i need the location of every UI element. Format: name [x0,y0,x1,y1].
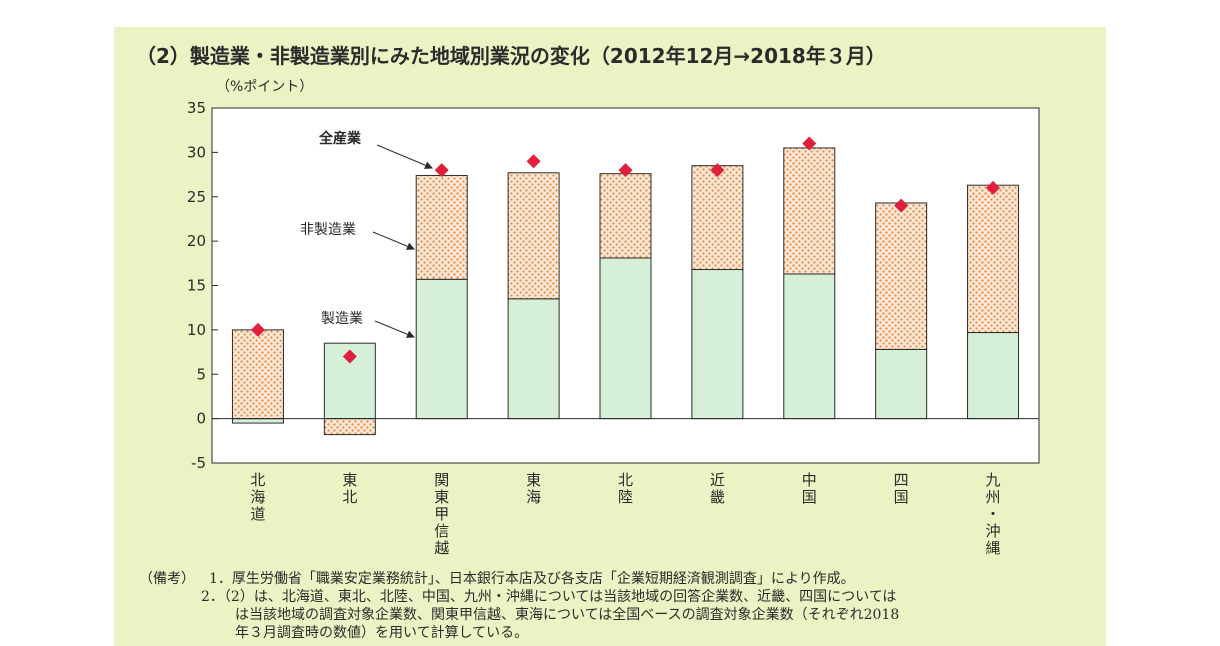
overall-marker [710,163,725,178]
x-tick-label: 関 [434,471,449,489]
annotation-manufacturing-arrow [374,320,415,339]
annotation-nonmanufacturing-arrow [372,231,415,251]
y-tick-label: 25 [187,188,206,206]
bar-manufacturing [691,269,744,420]
x-tick-label: 沖 [986,522,1001,540]
bar-nonmanufacturing [783,147,836,275]
x-tick-label: 北 [250,471,265,489]
bar-nonmanufacturing [599,173,652,259]
bar-manufacturing [599,257,652,420]
y-tick-label: 0 [196,410,206,428]
note-1-number: 1． [209,571,232,587]
x-tick-label: 縄 [986,539,1001,557]
overall-marker [986,180,1001,195]
bar-manufacturing [415,278,468,420]
overall-marker [434,163,449,178]
x-tick-label: 信 [434,522,449,540]
y-tick-label: 15 [187,277,206,295]
chart-title: （2）製造業・非製造業別にみた地域別業況の変化（2012年12月→2018年３月… [136,44,886,68]
annotation-manufacturing: 製造業 [321,311,415,339]
notes-prefix: （備考） [139,571,195,587]
bar-nonmanufacturing [967,184,1020,334]
y-tick-label: 20 [187,232,206,250]
x-tick-label: 国 [802,488,817,506]
annotation-nonmanufacturing: 非製造業 [300,222,415,251]
x-tick-label: 東 [526,471,541,489]
bar-manufacturing [875,348,928,420]
x-tick-label: 道 [250,505,265,523]
x-tick-label: 州 [986,488,1001,506]
annotation-nonmanufacturing-label: 非製造業 [300,222,356,238]
bar-nonmanufacturing [691,165,744,271]
bar-nonmanufacturing [875,202,928,350]
y-tick-label: 30 [187,143,206,161]
x-tick-label: 東 [342,471,357,489]
notes: （備考） 1．厚生労働省「職業安定業務統計」、日本銀行本店及び各支店「企業短期経済… [139,570,899,642]
note-2-text-line-3: 年３月調査時の数値）を用いて計算している。 [235,625,529,641]
overall-marker [618,163,633,178]
y-tick-label: 35 [187,99,206,117]
note-2: 2．（2）は、北海道、東北、北陸、中国、九州・沖縄については当該地域の回答企業数… [139,588,899,606]
overall-marker [894,198,909,213]
bar-nonmanufacturing [507,172,560,300]
x-tick-label: 中 [802,471,817,489]
bar-manufacturing [507,298,560,420]
overall-marker [802,136,817,151]
note-2-text-line-1: （2）は、北海道、東北、北陸、中国、九州・沖縄については当該地域の回答企業数、近… [223,589,897,605]
x-tick-label: 北 [618,471,633,489]
overall-marker [342,349,357,364]
bar-manufacturing [783,273,836,420]
x-tick-label: 甲 [434,505,449,523]
note-1: （備考） 1．厚生労働省「職業安定業務統計」、日本銀行本店及び各支店「企業短期経済… [139,570,899,588]
annotation-overall-arrow [376,144,433,169]
note-2-text-line-2: は当該地域の調査対象企業数、関東甲信越、東海については全国ベースの調査対象企業数… [235,607,900,623]
x-tick-label: 海 [526,488,541,506]
note-1-text: 厚生労働省「職業安定業務統計」、日本銀行本店及び各支店「企業短期経済観測調査」に… [231,571,855,587]
bar-manufacturing [231,418,284,424]
overall-marker [250,322,265,337]
x-tick-label: 近 [710,471,725,489]
overall-marker [526,154,541,169]
bar-nonmanufacturing [323,418,376,436]
bar-nonmanufacturing [231,329,284,420]
y-tick-label: -5 [191,454,206,472]
annotation-manufacturing-label: 製造業 [321,311,363,327]
x-tick-label: 畿 [710,488,725,506]
annotation-overall: 全産業 [318,130,433,169]
x-tick-label: 陸 [618,488,633,506]
y-tick-label: 5 [196,365,206,383]
y-tick-label: 10 [187,321,206,339]
x-tick-label: 四 [894,471,909,489]
note-2-cont-1: は当該地域の調査対象企業数、関東甲信越、東海については全国ベースの調査対象企業数… [139,606,899,624]
annotation-overall-label: 全産業 [318,130,362,147]
note-2-number: 2． [201,589,224,605]
bar-nonmanufacturing [415,174,468,280]
x-tick-label: 海 [250,488,265,506]
x-tick-label: 越 [434,539,449,557]
x-tick-label: 北 [342,488,357,506]
x-tick-label: 九 [986,471,1001,489]
x-tick-label: 国 [894,488,909,506]
note-2-cont-2: 年３月調査時の数値）を用いて計算している。 [139,624,899,642]
y-axis-unit-label: （%ポイント） [216,79,314,95]
x-tick-label: 東 [434,488,449,506]
x-tick-label: ・ [986,505,1001,523]
bar-manufacturing [967,332,1020,420]
